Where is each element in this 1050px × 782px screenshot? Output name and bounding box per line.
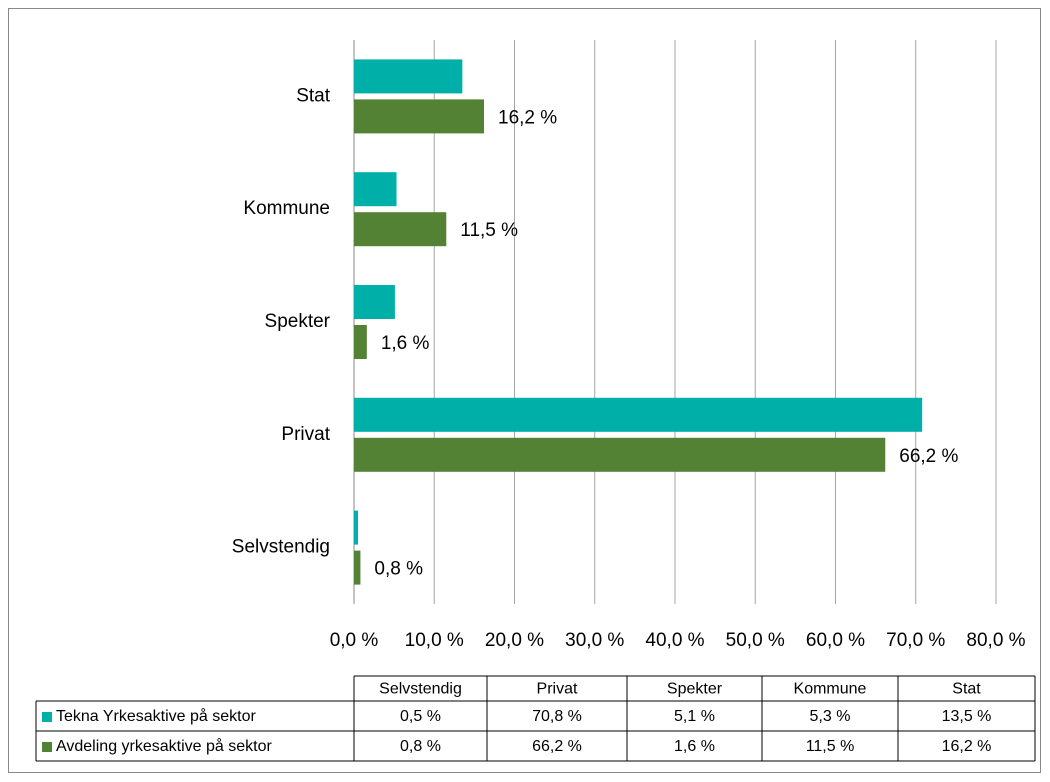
x-tick-label: 50,0 % — [726, 630, 785, 651]
table-cell: 0,5 % — [400, 708, 441, 725]
bar — [354, 212, 447, 247]
table-cell: 13,5 % — [942, 708, 992, 725]
x-tick-label: 0,0 % — [330, 630, 379, 651]
table-header: Kommune — [794, 681, 867, 698]
y-tick-label: Kommune — [243, 198, 330, 219]
y-tick-label: Selvstendig — [232, 537, 330, 558]
table-header: Spekter — [667, 681, 723, 698]
legend-label: Avdeling yrkesaktive på sektor — [56, 737, 272, 755]
data-label: 16,2 % — [498, 107, 557, 128]
table-cell: 0,8 % — [400, 738, 441, 755]
table-header: Selvstendig — [379, 681, 462, 698]
table-cell: 5,1 % — [674, 708, 715, 725]
data-label: 0,8 % — [374, 559, 423, 580]
data-label: 11,5 % — [460, 220, 518, 241]
x-tick-label: 60,0 % — [806, 630, 865, 651]
y-tick-label: Privat — [281, 424, 330, 445]
bar — [354, 550, 361, 585]
x-tick-label: 10,0 % — [405, 630, 464, 651]
bar — [354, 285, 395, 319]
data-label: 1,6 % — [381, 333, 430, 354]
x-tick-label: 70,0 % — [886, 630, 945, 651]
bar — [354, 437, 886, 472]
table-header: Privat — [537, 681, 578, 698]
bar — [354, 510, 359, 545]
y-tick-label: Stat — [296, 85, 331, 106]
table-header: Stat — [952, 681, 981, 698]
x-tick-label: 40,0 % — [645, 630, 704, 651]
chart-border — [8, 8, 1041, 773]
legend-label: Tekna Yrkesaktive på sektor — [56, 707, 256, 725]
bar — [354, 59, 463, 94]
table-cell: 70,8 % — [532, 708, 582, 725]
legend-key — [42, 742, 52, 752]
bar — [354, 397, 923, 432]
table-cell: 16,2 % — [942, 738, 992, 755]
bar — [354, 325, 367, 359]
data-label: 66,2 % — [899, 446, 958, 467]
x-tick-label: 30,0 % — [565, 630, 624, 651]
table-cell: 1,6 % — [674, 738, 715, 755]
bar — [354, 172, 397, 207]
table-cell: 5,3 % — [810, 708, 851, 725]
y-tick-label: Spekter — [265, 311, 331, 332]
x-tick-label: 20,0 % — [485, 630, 544, 651]
legend-key — [42, 712, 52, 722]
bar — [354, 99, 485, 134]
x-tick-label: 80,0 % — [966, 630, 1025, 651]
table-cell: 66,2 % — [532, 738, 582, 755]
table-cell: 11,5 % — [806, 738, 855, 755]
